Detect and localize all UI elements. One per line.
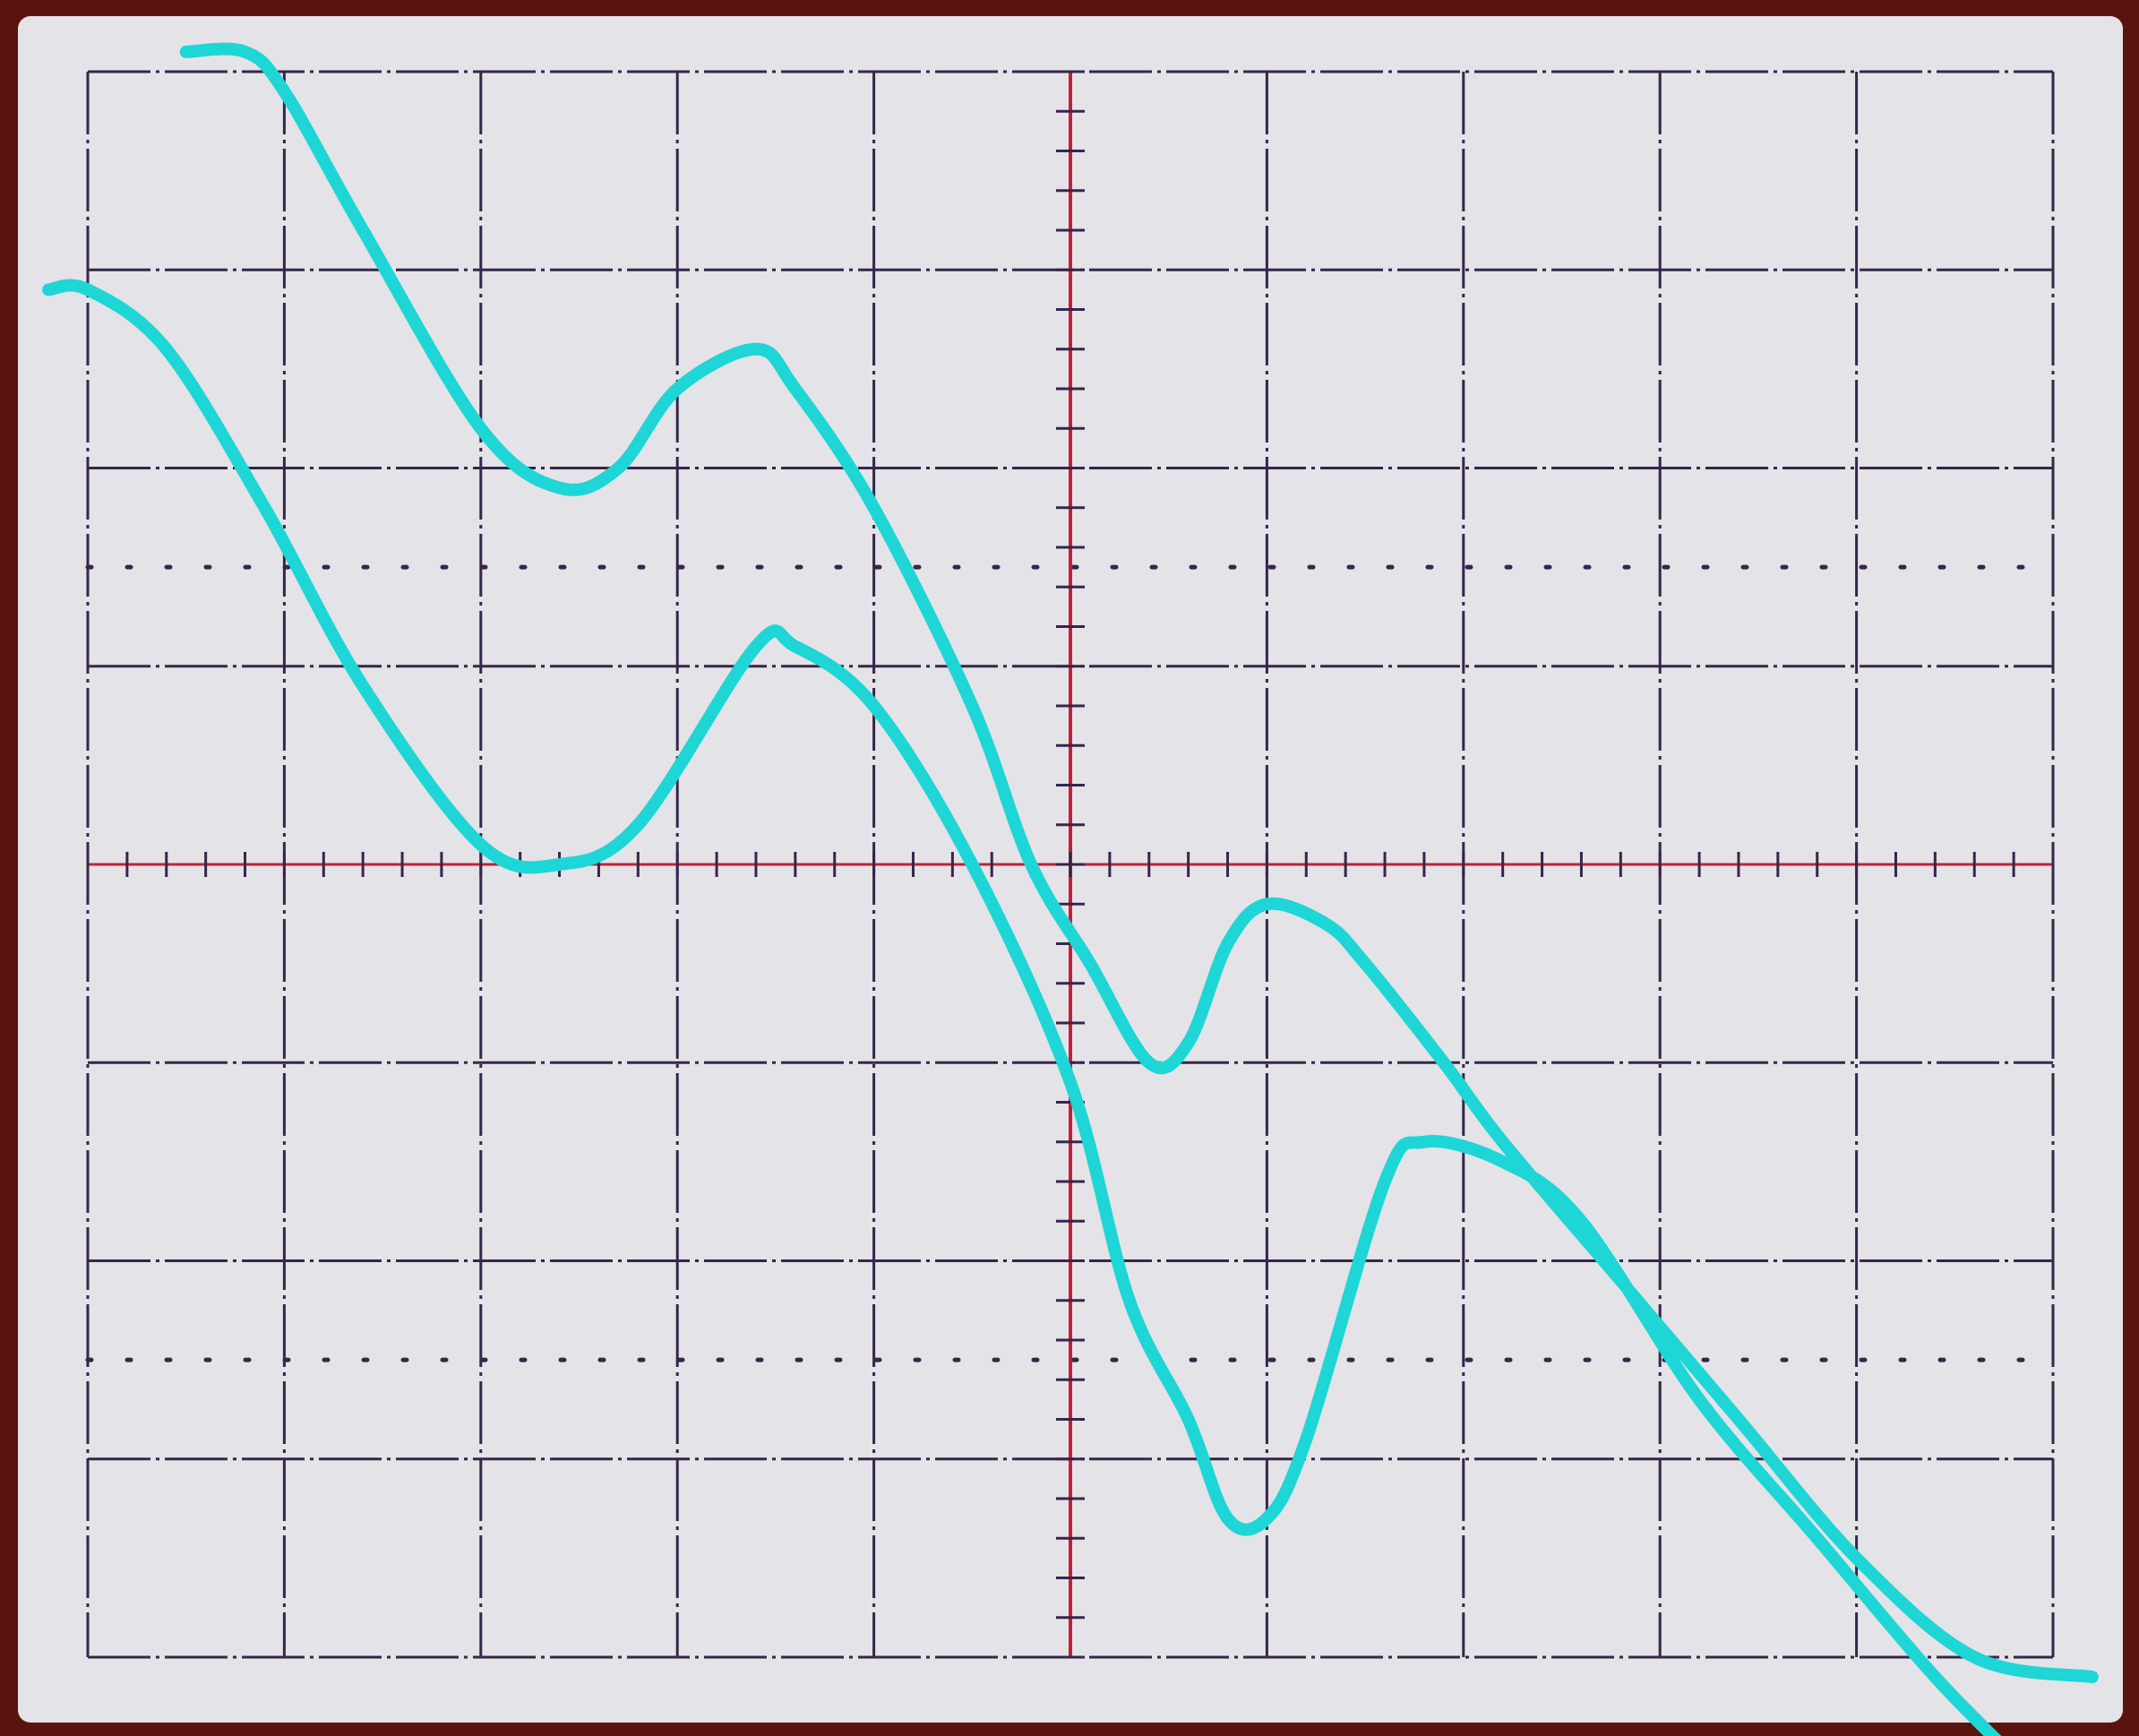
trace-1-point bbox=[1147, 1061, 1151, 1065]
trace-1-point bbox=[1186, 1041, 1190, 1045]
trace-2-point bbox=[793, 644, 797, 649]
trace-1-point bbox=[1029, 863, 1034, 866]
trace-1-point bbox=[243, 49, 247, 54]
trace-2-point bbox=[1265, 1517, 1269, 1521]
trace-2-point bbox=[557, 863, 562, 866]
trace-1-point bbox=[1619, 1278, 1623, 1283]
trace-2-point bbox=[1186, 1417, 1190, 1422]
trace-2-point bbox=[970, 863, 975, 866]
trace-1-point bbox=[793, 387, 797, 391]
trace-1-point bbox=[1441, 1061, 1446, 1065]
trace-2-point bbox=[753, 644, 758, 649]
trace-2-point bbox=[1579, 1219, 1584, 1224]
trace-2-point bbox=[1127, 1298, 1131, 1302]
trace-2-point bbox=[262, 505, 267, 510]
trace-1-point bbox=[753, 347, 758, 351]
trace-1-point bbox=[1736, 1417, 1740, 1422]
trace-2-point bbox=[1933, 1675, 1937, 1680]
trace-1-point bbox=[1225, 941, 1230, 946]
trace-1-point bbox=[616, 466, 621, 470]
trace-2-point bbox=[872, 704, 876, 708]
trace-1-point bbox=[1972, 1655, 1977, 1659]
trace-1-point bbox=[970, 704, 975, 708]
traces bbox=[42, 42, 2099, 1736]
trace-1-point bbox=[184, 49, 188, 54]
trace-1-point bbox=[1363, 961, 1368, 966]
trace-1-point bbox=[1500, 1139, 1505, 1144]
trace-2-point bbox=[164, 347, 168, 351]
trace-2-point bbox=[1815, 1536, 1819, 1541]
trace-2-point bbox=[1069, 1080, 1072, 1085]
trace-2-point bbox=[478, 842, 483, 847]
trace-2-point bbox=[1422, 1139, 1426, 1144]
trace-2-point bbox=[1383, 1180, 1387, 1183]
trace-2-point bbox=[1304, 1437, 1309, 1441]
trace-1-point bbox=[1265, 902, 1269, 907]
trace-1-point bbox=[557, 486, 562, 490]
trace-1-point bbox=[872, 505, 876, 510]
trace-1-point bbox=[2090, 1675, 2094, 1680]
trace-2-point bbox=[1500, 1159, 1505, 1164]
trace-2-point bbox=[636, 822, 640, 827]
trace-1-point bbox=[1324, 922, 1328, 926]
trace-2-point bbox=[86, 288, 90, 292]
trace-2-point bbox=[47, 288, 51, 292]
trace-2 bbox=[42, 279, 2002, 1736]
trace-1-point bbox=[282, 90, 287, 94]
trace-2-point bbox=[361, 683, 365, 688]
graticule bbox=[85, 70, 2056, 1659]
trace-2-point bbox=[1225, 1517, 1230, 1521]
trace-1-point bbox=[1854, 1556, 1859, 1560]
trace-2-point bbox=[1697, 1397, 1702, 1402]
trace-1-point bbox=[361, 228, 365, 232]
trace-1-point bbox=[675, 387, 680, 391]
trace-1-point bbox=[478, 426, 483, 431]
trace-1-point bbox=[1087, 961, 1092, 966]
